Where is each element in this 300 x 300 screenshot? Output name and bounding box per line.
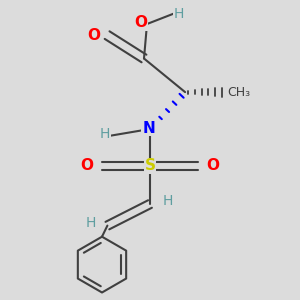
Text: O: O xyxy=(134,15,148,30)
Text: S: S xyxy=(145,158,155,173)
Text: CH₃: CH₃ xyxy=(227,85,250,99)
Text: H: H xyxy=(163,194,173,208)
Text: N: N xyxy=(142,121,155,136)
Text: H: H xyxy=(173,7,184,20)
Text: O: O xyxy=(80,158,94,173)
Text: H: H xyxy=(100,127,110,141)
Text: H: H xyxy=(86,216,96,230)
Text: O: O xyxy=(87,28,100,43)
Text: O: O xyxy=(206,158,220,173)
